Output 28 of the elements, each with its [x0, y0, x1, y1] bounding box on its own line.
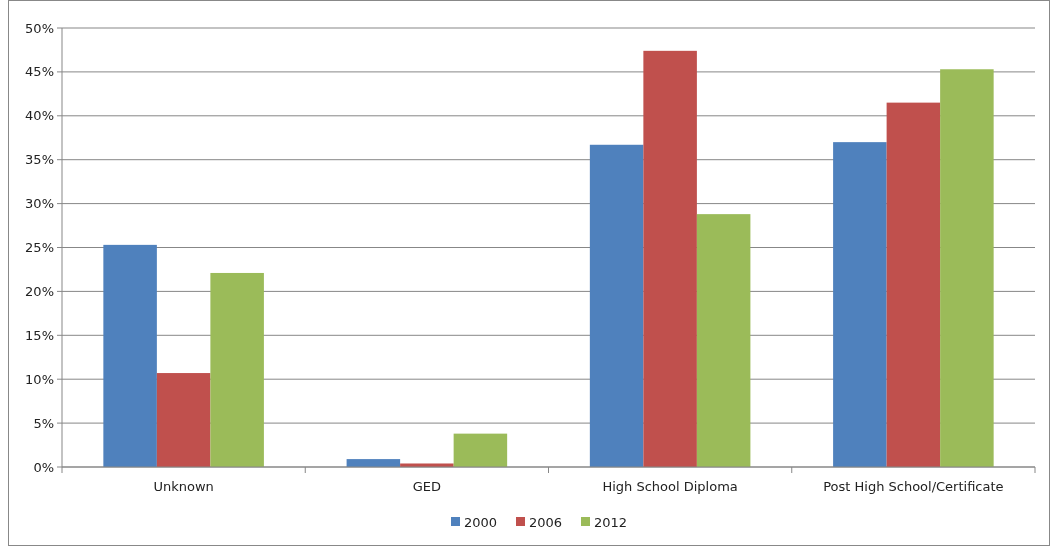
bar: [210, 272, 264, 467]
legend-label: 2000: [464, 514, 498, 530]
bar: [833, 142, 887, 467]
bar: [886, 102, 941, 467]
legend-label: 2006: [529, 514, 563, 530]
x-tick-label: Unknown: [153, 479, 214, 494]
y-tick-label: 15%: [25, 327, 54, 343]
x-tick-label: Post High School/Certificate: [823, 479, 1004, 494]
bar: [103, 244, 157, 467]
y-tick-label: 35%: [25, 152, 54, 168]
y-tick-label: 0%: [33, 459, 54, 475]
y-tick-label: 40%: [25, 108, 54, 124]
y-tick-label: 50%: [25, 20, 54, 36]
x-tick-label: High School Diploma: [602, 479, 738, 494]
bar: [940, 69, 994, 467]
bar: [696, 214, 751, 467]
x-tick-label: GED: [412, 479, 442, 494]
y-tick-label: 25%: [25, 240, 54, 256]
y-tick-label: 10%: [25, 371, 54, 387]
y-tick-label: 45%: [25, 64, 54, 80]
y-tick-label: 20%: [25, 283, 54, 299]
bar: [453, 433, 508, 467]
bar: [156, 373, 211, 467]
y-tick-label: 30%: [25, 196, 54, 212]
legend-label: 2012: [594, 514, 628, 530]
y-tick-label: 5%: [33, 415, 54, 431]
bar: [589, 144, 644, 467]
bar: [643, 50, 697, 467]
